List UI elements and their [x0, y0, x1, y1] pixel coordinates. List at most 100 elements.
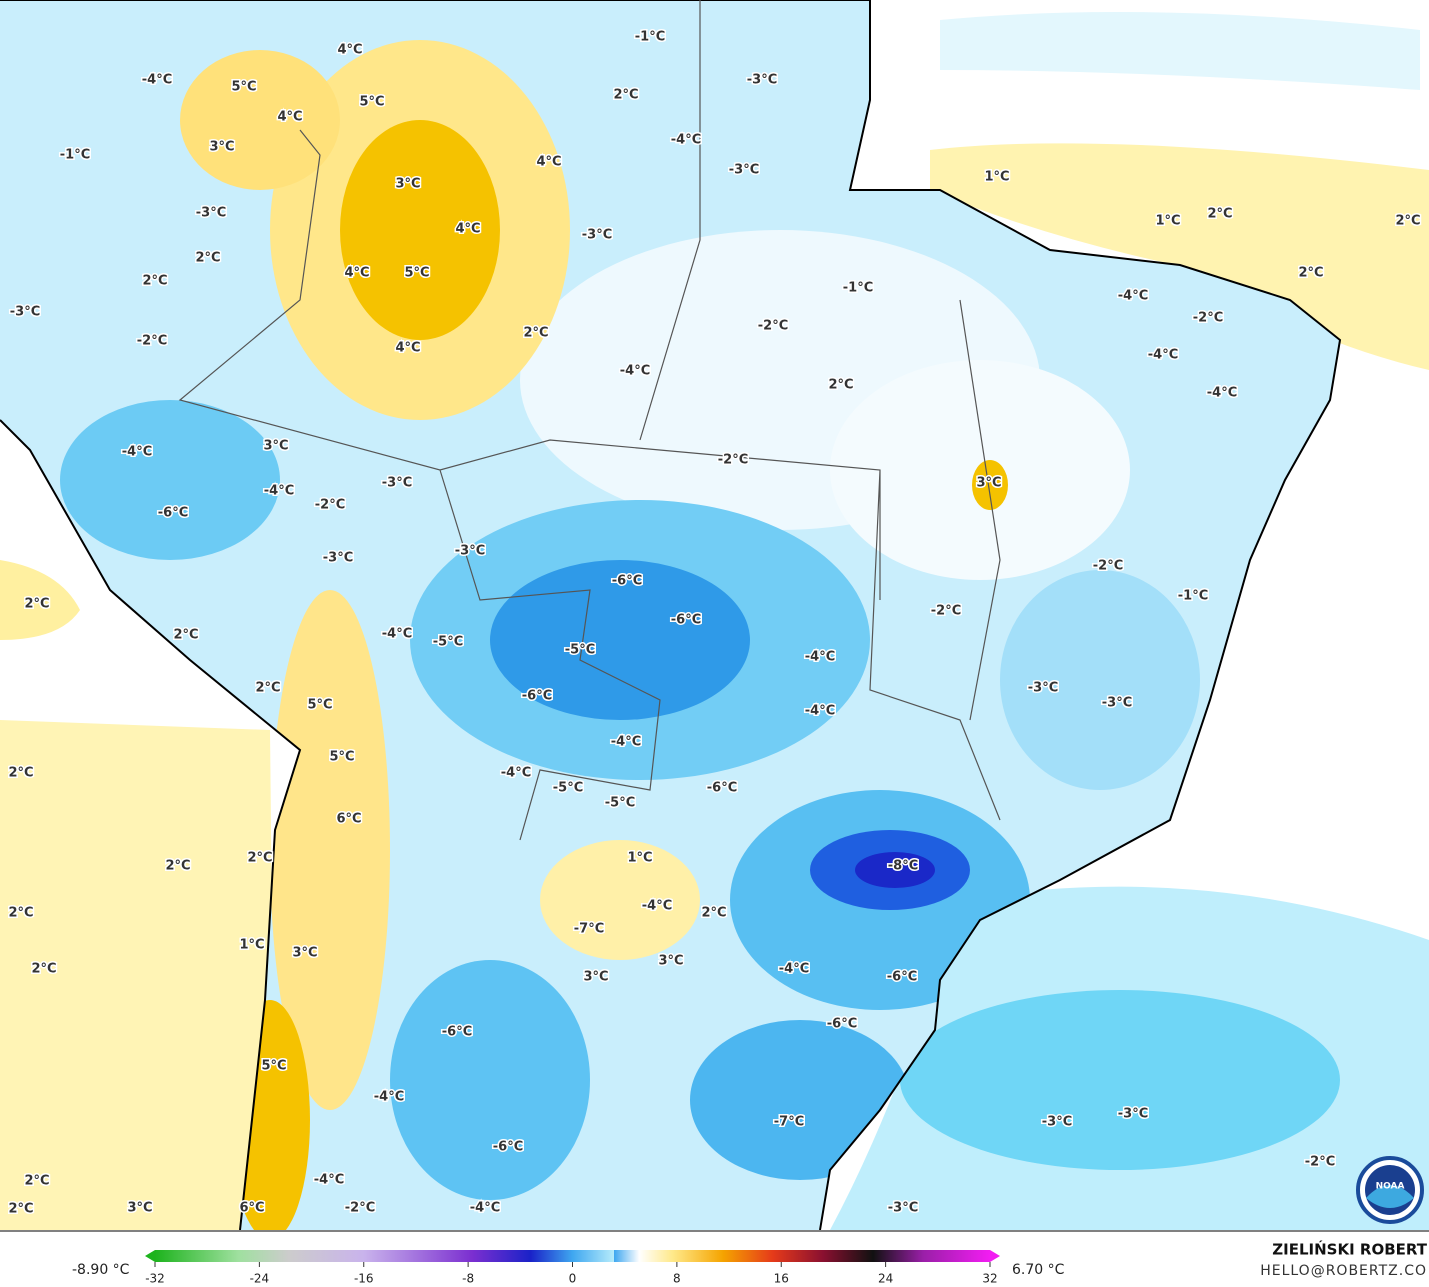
- temperature-label: -4°C: [470, 1201, 500, 1216]
- map: 4°C -4°C 5°C 5°C 4°C -1°C 2°C -3°C -1°C 3°C 4°C -4°…: [0, 0, 1429, 1231]
- temperature-label: -3°C: [10, 305, 40, 320]
- temperature-label: -8°C: [888, 859, 918, 874]
- temperature-label: -4°C: [805, 704, 835, 719]
- temperature-label: -2°C: [758, 319, 788, 334]
- temperature-label: 5°C: [404, 266, 429, 281]
- temperature-label: 3°C: [127, 1201, 152, 1216]
- colorbar-tick-label: 0: [569, 1272, 577, 1286]
- temperature-label: -4°C: [671, 133, 701, 148]
- temperature-label: -3°C: [1118, 1107, 1148, 1122]
- temperature-label: -2°C: [1305, 1155, 1335, 1170]
- anomaly: [270, 590, 390, 1110]
- temperature-label: -6°C: [158, 506, 188, 521]
- temperature-label: 2°C: [701, 906, 726, 921]
- temperature-label: -4°C: [501, 766, 531, 781]
- temperature-label: -3°C: [1102, 696, 1132, 711]
- email: HELLO@ROBERTZ.CO: [1260, 1263, 1427, 1279]
- temperature-label: 2°C: [523, 326, 548, 341]
- temperature-label: -4°C: [1207, 386, 1237, 401]
- temperature-label: -2°C: [137, 334, 167, 349]
- pacific-warm: [0, 720, 275, 1230]
- temperature-label: 5°C: [261, 1059, 286, 1074]
- temperature-label: -6°C: [887, 970, 917, 985]
- temperature-label: 5°C: [329, 750, 354, 765]
- coastline: [0, 0, 1342, 1231]
- temperature-label: -3°C: [888, 1201, 918, 1216]
- temperature-label: -4°C: [611, 735, 641, 750]
- temperature-label: -3°C: [323, 551, 353, 566]
- temperature-label: -4°C: [142, 73, 172, 88]
- temperature-label: 1°C: [627, 851, 652, 866]
- temperature-label: 2°C: [1207, 207, 1232, 222]
- temperature-label: 6°C: [239, 1201, 264, 1216]
- colorbar-tick-label: 8: [673, 1272, 681, 1286]
- temperature-label: -1°C: [843, 281, 873, 296]
- temperature-label: -4°C: [264, 484, 294, 499]
- temperature-label: -6°C: [522, 689, 552, 704]
- min-label: -8.90 °C: [72, 1262, 130, 1278]
- colorbar-fill: [155, 1250, 990, 1262]
- temperature-label: 2°C: [8, 766, 33, 781]
- temperature-label: -1°C: [635, 30, 665, 45]
- temperature-label: -6°C: [707, 781, 737, 796]
- atlantic-cold: [900, 990, 1340, 1170]
- temperature-label: -4°C: [620, 364, 650, 379]
- temperature-label: 2°C: [8, 1202, 33, 1217]
- temperature-label: -3°C: [196, 206, 226, 221]
- temperature-label: 6°C: [336, 812, 361, 827]
- colorbar-tick-label: -32: [145, 1272, 165, 1286]
- temperature-label: 5°C: [307, 698, 332, 713]
- logo-wave: [1366, 1185, 1414, 1208]
- temperature-label: 2°C: [165, 859, 190, 874]
- temperature-label: -5°C: [553, 781, 583, 796]
- anomaly: [390, 960, 590, 1200]
- anomaly: [340, 120, 500, 340]
- temperature-label: -6°C: [442, 1025, 472, 1040]
- temperature-label: -5°C: [605, 796, 635, 811]
- temperature-label: 2°C: [8, 906, 33, 921]
- colorbar-tick-label: -16: [354, 1272, 374, 1286]
- anomaly: [972, 460, 1008, 510]
- colorbar-end: [990, 1250, 1000, 1262]
- temperature-label: 4°C: [455, 222, 480, 237]
- atlantic-cool: [940, 12, 1420, 90]
- temperature-label: 3°C: [292, 946, 317, 961]
- temperature-label: -6°C: [671, 613, 701, 628]
- colorbar-tick-label: -24: [250, 1272, 270, 1286]
- temperature-label: -4°C: [1118, 289, 1148, 304]
- temperature-label: -6°C: [612, 574, 642, 589]
- temperature-label: 5°C: [359, 95, 384, 110]
- anomaly: [60, 400, 280, 560]
- temperature-label: -2°C: [345, 1201, 375, 1216]
- temperature-label: -6°C: [493, 1140, 523, 1155]
- colorbar-end: [145, 1250, 155, 1262]
- map-labels: 4°C -4°C 5°C 5°C 4°C -1°C 2°C -3°C -1°C 3°C 4°C -4°…: [7, 28, 1422, 1218]
- noaa-logo: NOAA: [1356, 1156, 1424, 1224]
- borders: [178, 0, 1001, 841]
- temperature-label: 2°C: [1395, 214, 1420, 229]
- temperature-label: -3°C: [582, 228, 612, 243]
- anomaly: [540, 840, 700, 960]
- temperature-label: -2°C: [718, 453, 748, 468]
- temperature-label: 1°C: [239, 938, 264, 953]
- temperature-label: 2°C: [1298, 266, 1323, 281]
- temperature-label: -2°C: [931, 604, 961, 619]
- temperature-label: -5°C: [433, 635, 463, 650]
- colorbar-tick-label: 24: [878, 1272, 893, 1286]
- temperature-label: 3°C: [263, 439, 288, 454]
- temperature-label: -5°C: [565, 643, 595, 658]
- temperature-label: -3°C: [455, 544, 485, 559]
- colorbar-tick-label: -8: [462, 1272, 474, 1286]
- temperature-label: -4°C: [779, 962, 809, 977]
- temperature-label: 1°C: [984, 170, 1009, 185]
- temperature-label: 2°C: [24, 597, 49, 612]
- max-label: 6.70 °C: [1012, 1262, 1065, 1278]
- temperature-label: -4°C: [122, 445, 152, 460]
- temperature-label: -7°C: [574, 922, 604, 937]
- temperature-label: -3°C: [1028, 681, 1058, 696]
- temperature-label: 2°C: [613, 88, 638, 103]
- temperature-label: 2°C: [142, 274, 167, 289]
- anomaly: [180, 50, 340, 190]
- temperature-label: -4°C: [805, 650, 835, 665]
